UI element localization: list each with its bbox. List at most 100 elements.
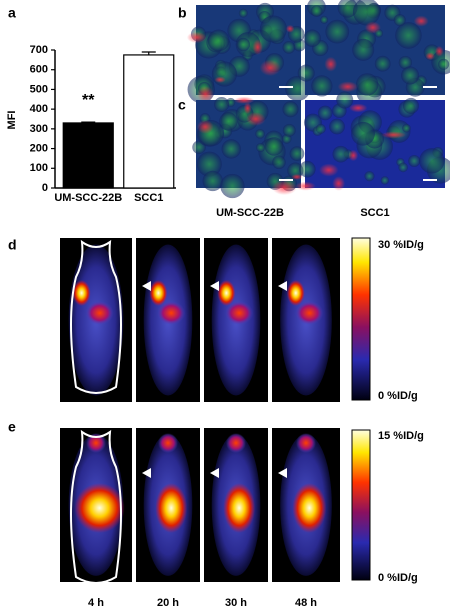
error-bar (81, 121, 96, 123)
y-tick-label: 0 (42, 182, 48, 194)
panel-label: e (8, 419, 16, 435)
column-label: UM-SCC-22B (216, 207, 284, 219)
stain (337, 0, 358, 18)
error-bar (141, 51, 156, 55)
y-tick-label: 400 (30, 103, 48, 115)
pet-uptake (225, 301, 254, 325)
stain (398, 162, 408, 173)
pet-uptake (158, 433, 178, 453)
stain (214, 76, 226, 83)
stain (285, 24, 295, 33)
pet-uptake (85, 301, 114, 325)
arrowhead (210, 281, 219, 291)
y-tick-label: 600 (30, 64, 48, 76)
stain (255, 128, 265, 139)
pet-uptake (286, 280, 305, 306)
stain (393, 14, 406, 27)
pet-uptake (149, 280, 168, 306)
pet-uptake (292, 483, 327, 533)
stain (348, 149, 359, 162)
scale-min: 0 %ID/g (378, 572, 418, 584)
stain (272, 155, 286, 170)
x-tick-label: SCC1 (134, 192, 163, 204)
stain (295, 181, 316, 191)
stain (329, 118, 345, 135)
stain (332, 145, 350, 163)
pet-uptake (74, 483, 125, 533)
stain (220, 173, 245, 199)
pet-uptake (217, 280, 236, 306)
stain (259, 15, 287, 43)
bar (62, 122, 114, 189)
stain (264, 137, 284, 156)
stain (291, 173, 303, 180)
pet-uptake (226, 433, 246, 453)
stain (311, 75, 333, 97)
stain (332, 176, 346, 191)
stain (315, 123, 326, 134)
stain (413, 15, 429, 27)
stain (364, 21, 381, 34)
arrowhead (142, 281, 151, 291)
bar (123, 54, 175, 189)
pet-uptake (223, 483, 256, 533)
stain (282, 123, 296, 137)
stain (221, 139, 241, 159)
stain (352, 0, 381, 26)
stain (395, 22, 422, 49)
stain (336, 91, 354, 109)
stain (380, 176, 390, 185)
stain (355, 73, 379, 96)
pet-uptake (72, 280, 91, 306)
stain (337, 81, 358, 93)
stain (419, 148, 445, 174)
stain (349, 103, 368, 113)
stain (255, 143, 266, 153)
arrowhead (210, 468, 219, 478)
y-tick-label: 700 (30, 44, 48, 56)
stain (282, 101, 299, 118)
panel-label: b (178, 5, 187, 21)
stain (438, 58, 450, 70)
stain (297, 64, 315, 82)
arrowhead (278, 281, 287, 291)
body-outline (70, 429, 122, 584)
stain (352, 38, 375, 61)
stain (252, 39, 263, 55)
stain (245, 111, 266, 126)
pet-uptake (295, 301, 324, 325)
annotation: ** (82, 92, 95, 109)
colorbar (351, 237, 371, 401)
y-tick-label: 200 (30, 142, 48, 154)
scale-max: 15 %ID/g (378, 430, 424, 442)
stain (402, 123, 411, 133)
y-tick-label: 100 (30, 162, 48, 174)
microscopy-images (186, 0, 450, 199)
panel-label: c (178, 97, 186, 113)
timepoint: 30 h (225, 597, 247, 609)
stain (202, 170, 223, 192)
stain (320, 15, 329, 24)
timepoint: 20 h (157, 597, 179, 609)
stain (303, 29, 321, 47)
column-label: SCC1 (360, 207, 389, 219)
stain (285, 75, 311, 102)
stain (236, 37, 250, 52)
stain (364, 171, 375, 182)
stain (351, 121, 375, 146)
stain (196, 151, 222, 177)
stain (381, 131, 407, 139)
y-tick-label: 300 (30, 123, 48, 135)
arrowhead (142, 468, 151, 478)
stain (310, 5, 323, 18)
stain (408, 154, 421, 168)
arrowhead (278, 468, 287, 478)
stain (434, 45, 444, 57)
stain (214, 96, 230, 113)
pet-uptake (86, 433, 106, 453)
stain (299, 160, 316, 178)
x-tick-label: UM-SCC-22B (54, 192, 122, 204)
timepoint: 48 h (295, 597, 317, 609)
scale-max: 30 %ID/g (378, 239, 424, 251)
